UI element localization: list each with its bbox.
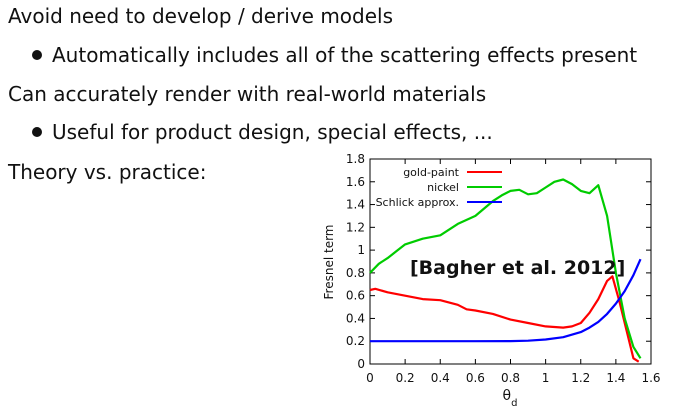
- y-tick-label: 0: [357, 357, 365, 371]
- series-group: [369, 178, 642, 363]
- y-tick-label: 1: [357, 243, 365, 257]
- bullet-2-text: Useful for product design, special effec…: [52, 120, 493, 144]
- x-tick-label: 0: [366, 371, 374, 385]
- legend: gold-paint nickel Schlick approx.: [376, 166, 502, 209]
- bullet-dot: [32, 49, 42, 60]
- x-tick-label: 0.6: [466, 371, 485, 385]
- y-tick-label: 0.8: [346, 266, 365, 280]
- bullet-dot: [32, 126, 42, 137]
- y-tick-label: 1.4: [346, 198, 365, 212]
- x-tick-label: 1.2: [571, 371, 590, 385]
- x-tick-label: 0.4: [431, 371, 450, 385]
- bullet-2: Useful for product design, special effec…: [32, 120, 493, 144]
- series-line-gold-paint: [369, 275, 640, 363]
- y-tick-label: 1.8: [346, 152, 365, 166]
- y-axis-label: Fresnel term: [322, 225, 336, 300]
- y-tick-label: 0.4: [346, 311, 365, 325]
- x-axis-label: θd: [503, 388, 518, 409]
- point-1: Avoid need to develop / derive models: [8, 4, 394, 28]
- bullet-1: Automatically includes all of the scatte…: [32, 43, 637, 67]
- legend-label: Schlick approx.: [376, 196, 459, 209]
- x-tick-label: 1.4: [606, 371, 625, 385]
- y-tick-label: 0.2: [346, 334, 365, 348]
- y-tick-label: 0.6: [346, 289, 365, 303]
- point-2: Can accurately render with real-world ma…: [8, 82, 487, 106]
- axes: 0 0.2 0.4 0.6 0.8 1 1.2 1.4 1.6 0 0.2 0.4 0.6 0.8 1 1.2…: [346, 152, 661, 385]
- citation-annotation: [Bagher et al. 2012]: [410, 257, 625, 279]
- x-tick-label: 0.8: [501, 371, 520, 385]
- y-tick-label: 1.2: [346, 220, 365, 234]
- y-tick-label: 1.6: [346, 175, 365, 189]
- legend-label: gold-paint: [403, 166, 459, 179]
- series-line-nickel: [369, 178, 642, 359]
- x-tick-label: 1.6: [641, 371, 660, 385]
- x-tick-label: 1: [542, 371, 550, 385]
- point-3: Theory vs. practice:: [8, 160, 207, 184]
- series-line-schlick-approx: [370, 258, 642, 343]
- legend-label: nickel: [427, 181, 459, 194]
- bullet-1-text: Automatically includes all of the scatte…: [52, 43, 638, 67]
- x-tick-label: 0.2: [396, 371, 415, 385]
